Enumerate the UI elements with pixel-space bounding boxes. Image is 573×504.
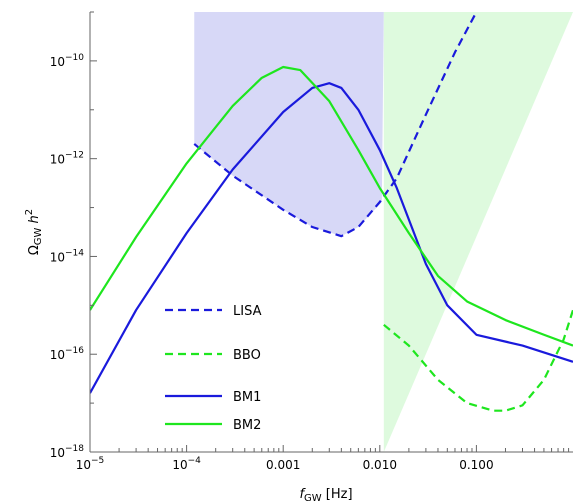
legend-label-bm2: BM2 (233, 418, 261, 433)
legend-label-bbo: BBO (233, 348, 261, 363)
y-tick-label: 10−14 (50, 248, 85, 264)
sensitivity-regions (194, 12, 573, 452)
sensitivity-region-1 (383, 12, 573, 452)
x-tick-label: 0.010 (363, 458, 397, 472)
axis-ticks: 10−5 10−4 0.001 0.010 0.100 10−18 10−16 10−14 10… (50, 11, 570, 472)
sensitivity-region-0 (194, 12, 384, 237)
x-tick-label: 0.100 (459, 458, 493, 472)
legend-label-lisa: LISA (233, 304, 262, 319)
curves (90, 12, 573, 412)
series-bm2-line (90, 65, 573, 347)
series-bm1-line (90, 82, 573, 394)
y-tick-label: 10−12 (50, 151, 84, 167)
y-axis-title: ΩGW h2 (24, 209, 44, 255)
series-bbo-line (383, 309, 573, 412)
plot-frame (89, 12, 573, 453)
x-tick-label: 0.001 (266, 458, 300, 472)
x-axis-title: fGW [Hz] (299, 487, 352, 504)
legend: LISA BBO BM1 BM2 (165, 304, 262, 433)
y-tick-label: 10−16 (50, 346, 85, 362)
x-tick-label: 10−4 (172, 456, 201, 472)
x-tick-label: 10−5 (76, 456, 105, 472)
legend-label-bm1: BM1 (233, 390, 261, 405)
y-tick-label: 10−10 (50, 53, 85, 69)
y-tick-label: 10−18 (50, 444, 85, 460)
